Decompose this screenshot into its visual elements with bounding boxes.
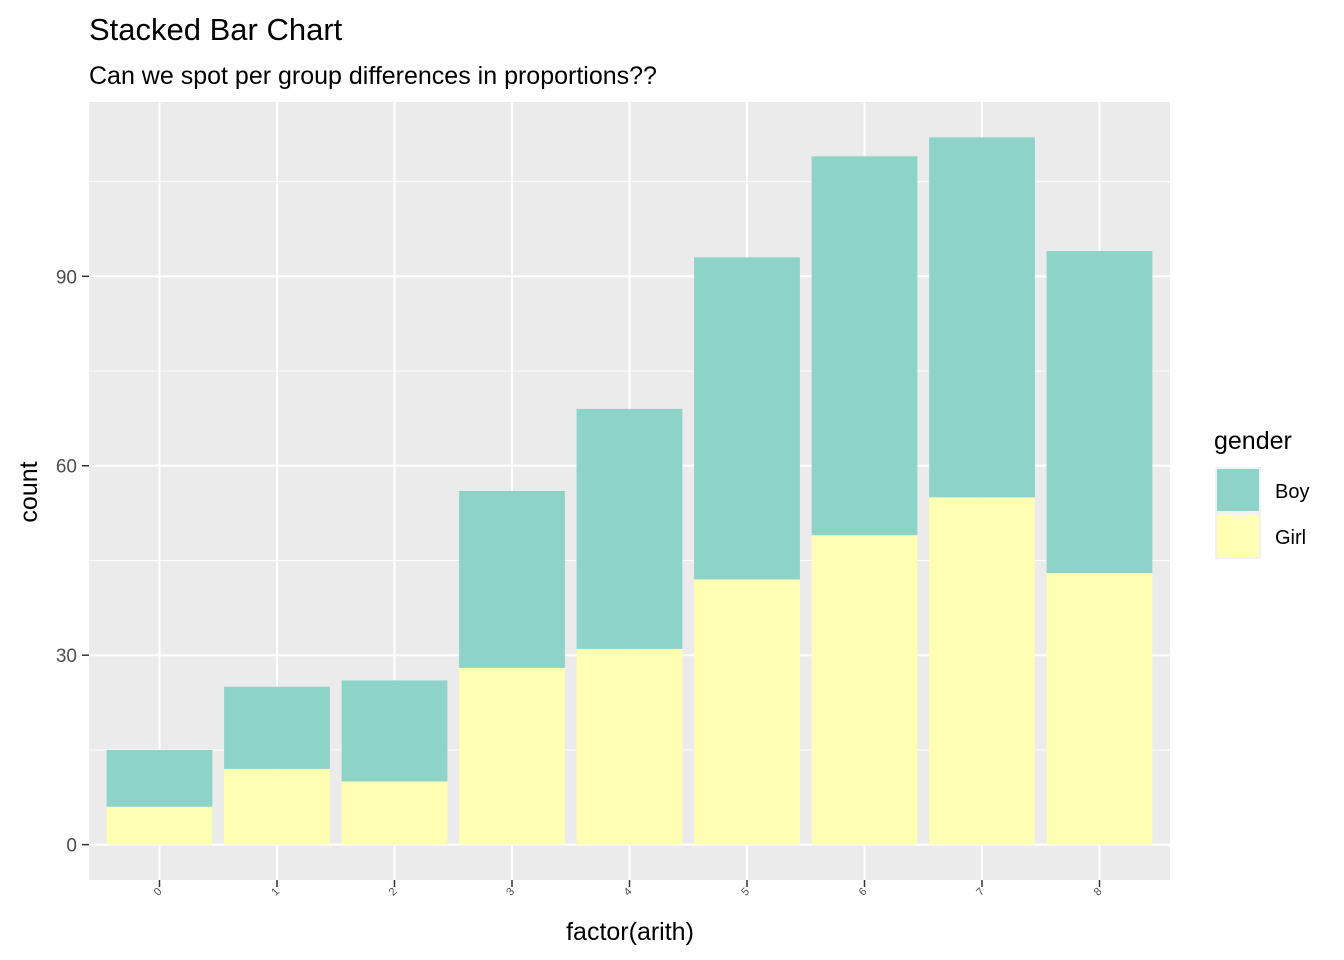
bar-girl-1: [224, 768, 330, 845]
bar-girl-4: [576, 648, 683, 845]
bar-boy-7: [929, 137, 1035, 498]
legend-key-girl: [1217, 515, 1259, 557]
bar-boy-3: [459, 491, 565, 668]
chart-title: Stacked Bar Chart: [89, 12, 343, 47]
bar-girl-3: [459, 667, 565, 845]
x-tick-label: 8: [1092, 886, 1105, 899]
y-axis: 0 30 60 90: [56, 267, 89, 857]
bar-girl-0: [106, 806, 213, 845]
bar-girl-2: [341, 781, 448, 845]
bar-boy-2: [341, 680, 448, 782]
x-tick-label: 3: [504, 886, 517, 899]
bar-boy-6: [811, 156, 918, 536]
bar-boy-0: [106, 749, 213, 807]
bar-girl-5: [694, 579, 800, 845]
bar-girl-8: [1046, 573, 1153, 845]
legend-key-boy: [1217, 469, 1259, 511]
x-tick-label: 7: [974, 886, 987, 899]
x-tick-label: 5: [739, 886, 752, 899]
x-axis: 0 1 2 3 4 5 6 7 8: [152, 880, 1105, 898]
legend-title: gender: [1214, 427, 1292, 455]
y-axis-title: count: [15, 461, 43, 522]
y-tick-label: 30: [56, 646, 77, 667]
bar-girl-7: [929, 497, 1035, 845]
x-tick-label: 1: [269, 886, 282, 899]
legend-label-girl: Girl: [1275, 527, 1306, 549]
x-tick-label: 4: [622, 886, 635, 899]
x-tick-label: 2: [387, 886, 400, 899]
bar-girl-6: [811, 535, 918, 845]
legend: gender Boy Girl: [1214, 427, 1309, 559]
y-tick-label: 60: [56, 457, 77, 478]
chart-subtitle: Can we spot per group differences in pro…: [89, 62, 657, 90]
y-tick-label: 90: [56, 267, 77, 288]
bar-boy-8: [1046, 251, 1153, 574]
bar-boy-1: [224, 686, 330, 769]
y-tick-label: 0: [66, 836, 77, 857]
legend-label-boy: Boy: [1275, 481, 1309, 503]
x-axis-title: factor(arith): [566, 918, 694, 946]
x-tick-label: 0: [152, 886, 165, 899]
x-tick-label: 6: [857, 886, 870, 899]
bars-group: [106, 137, 1153, 845]
bar-boy-4: [576, 408, 683, 649]
bar-boy-5: [694, 257, 800, 580]
